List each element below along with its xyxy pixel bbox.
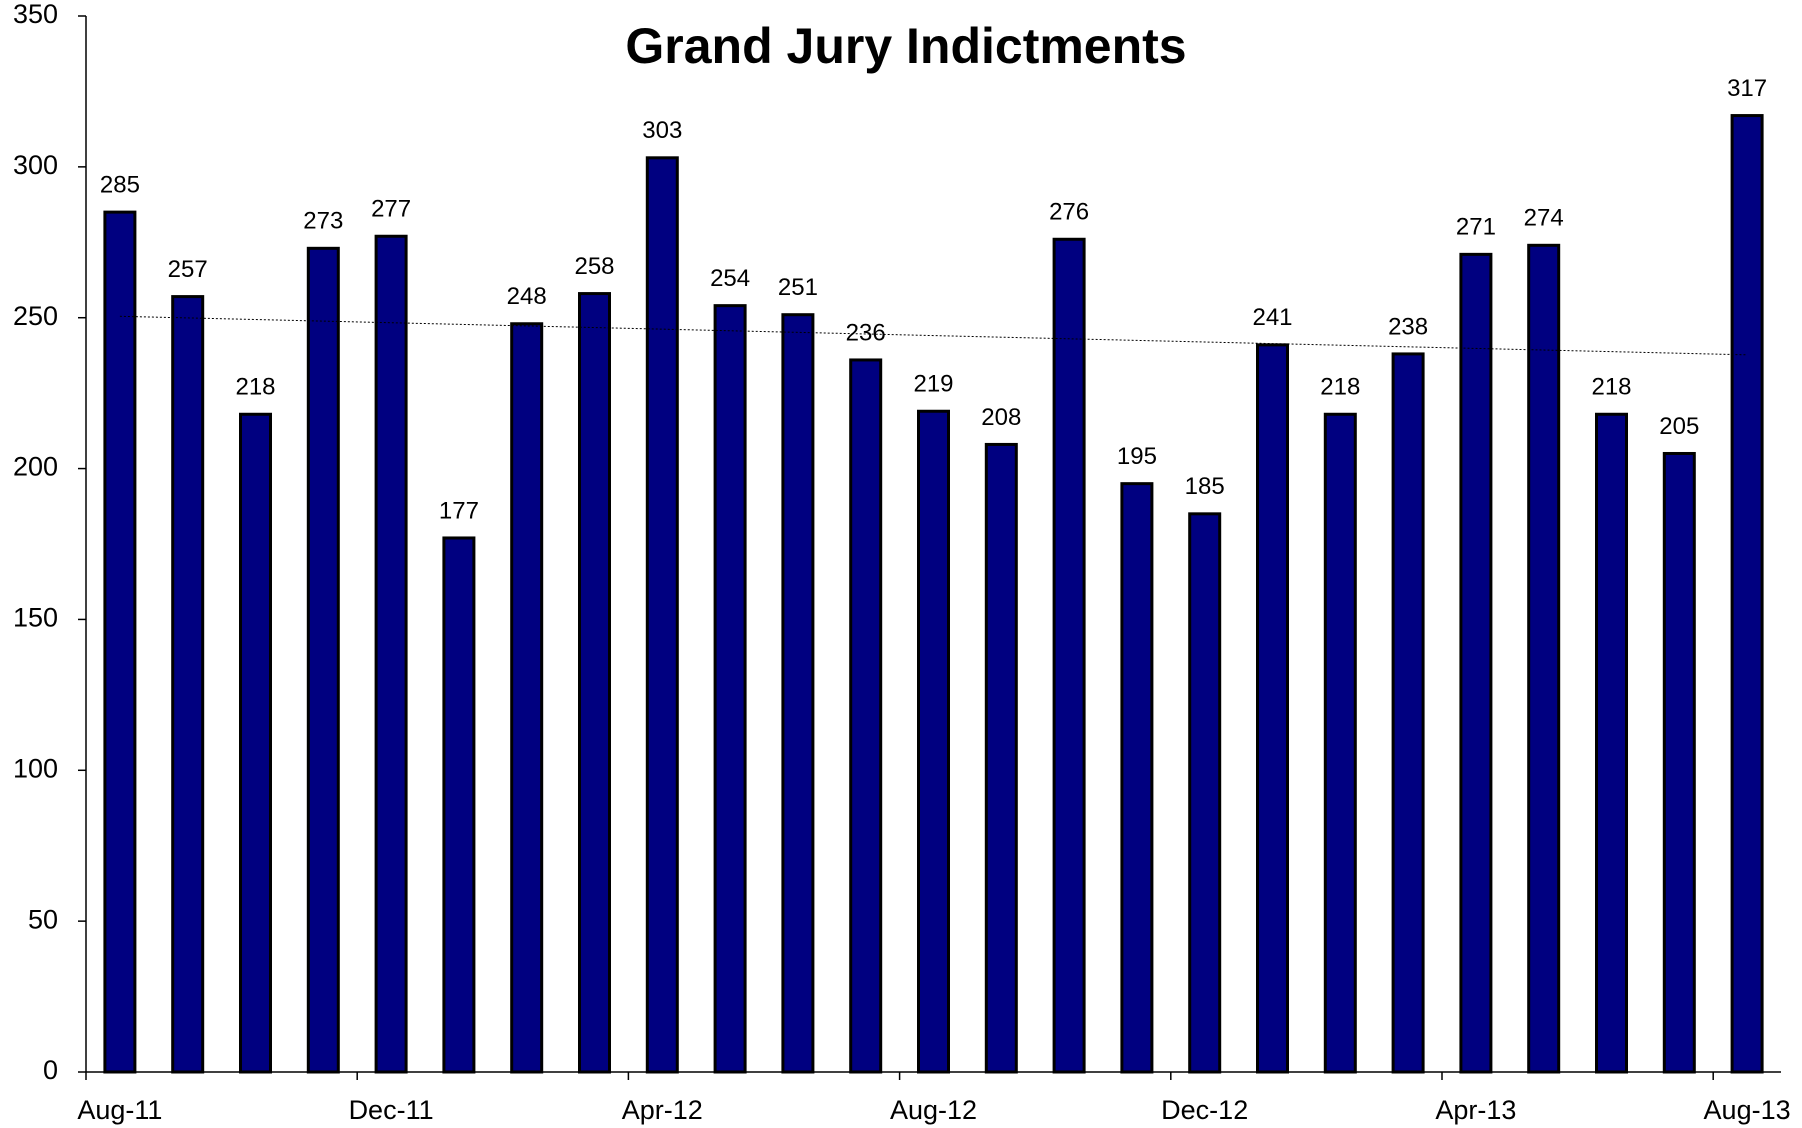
bar [1527,243,1561,1074]
bar [1459,252,1493,1074]
x-tick-label: Dec-11 [349,1095,434,1125]
bar [171,295,205,1074]
bar [374,234,408,1074]
bar [1323,412,1357,1074]
bar [1730,114,1764,1074]
x-tick-label: Apr-12 [622,1095,703,1125]
value-label: 273 [303,208,343,235]
value-label: 251 [778,274,818,301]
bar [1256,343,1289,1074]
x-tick-label: Aug-13 [1704,1095,1791,1125]
bar [510,322,544,1074]
x-tick-label: Aug-11 [77,1095,162,1125]
value-label: 258 [574,253,614,280]
bar [578,292,611,1074]
value-label: 274 [1524,205,1564,232]
value-label: 241 [1252,304,1292,331]
bar [713,304,747,1074]
chart-title: Grand Jury Indictments [625,18,1186,74]
value-label: 285 [100,171,140,198]
y-tick-label: 150 [13,603,58,633]
value-label: 277 [371,196,411,223]
y-tick-label: 50 [28,904,58,934]
bar [306,246,340,1074]
y-tick-label: 300 [13,150,58,180]
value-label: 218 [1320,374,1360,401]
y-tick-label: 250 [13,301,58,331]
y-tick-label: 100 [13,753,58,783]
bar [984,442,1018,1074]
y-tick-label: 0 [43,1055,58,1085]
bar [781,313,815,1074]
value-label: 271 [1456,214,1496,241]
bar [849,358,883,1074]
value-label: 195 [1117,443,1157,470]
y-tick-label: 200 [13,452,58,482]
value-label: 276 [1049,199,1089,226]
bar [1052,237,1086,1074]
bar [442,536,476,1074]
value-label: 248 [507,283,547,310]
value-label: 257 [168,256,208,283]
y-tick-label: 350 [13,0,58,29]
value-label: 185 [1185,473,1225,500]
bar [1595,412,1628,1074]
value-label: 219 [913,371,953,398]
bar [1391,352,1425,1074]
value-label: 238 [1388,313,1428,340]
bar [1188,512,1222,1074]
x-tick-label: Aug-12 [890,1095,977,1125]
value-label: 177 [439,497,479,524]
x-tick-label: Dec-12 [1161,1095,1248,1125]
value-label: 303 [642,117,682,144]
bar [103,210,137,1074]
value-label: 317 [1727,75,1767,102]
value-label: 254 [710,265,750,292]
value-label: 208 [981,404,1021,431]
value-label: 205 [1659,413,1699,440]
bar [1120,482,1154,1074]
value-label: 218 [1591,374,1631,401]
value-label: 236 [846,319,886,346]
bar [239,412,272,1074]
value-label: 218 [235,374,275,401]
bar [1662,451,1696,1074]
x-tick-label: Apr-13 [1435,1095,1516,1125]
trendline [119,315,1748,356]
bar [917,409,950,1074]
bar [645,156,679,1074]
